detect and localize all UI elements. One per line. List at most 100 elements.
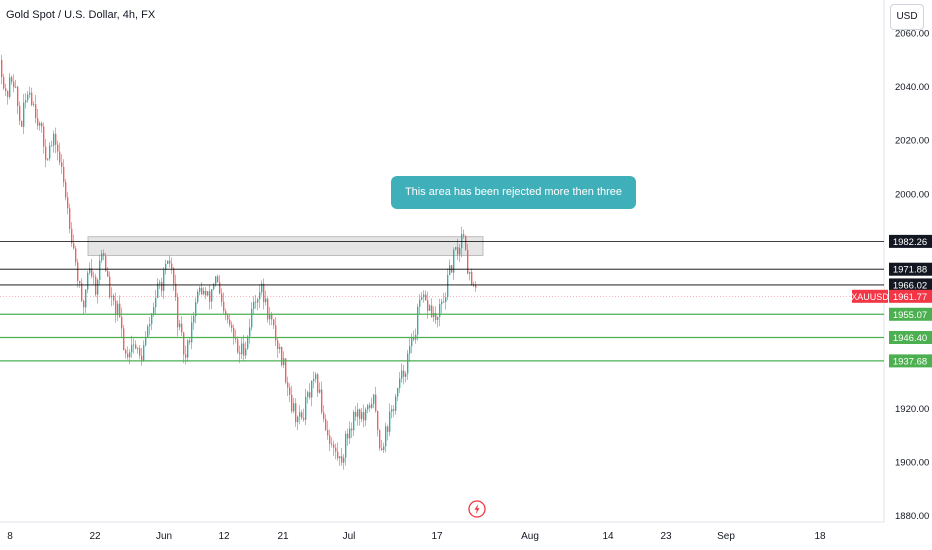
candle-body (321, 389, 323, 413)
y-axis-ticks: 1880.00 1900.00 1920.00 2000.00 2020.00 2040.… (895, 29, 929, 523)
x-tick-label: 12 (218, 531, 230, 542)
candle-body (219, 282, 221, 294)
candle-body (235, 337, 237, 340)
candle-body (281, 346, 283, 366)
candles-layer (1, 54, 477, 470)
candle-body (153, 307, 155, 314)
candle-body (133, 344, 135, 346)
candle-body (193, 315, 195, 323)
candle-body (307, 392, 309, 398)
price-levels-layer (0, 240, 884, 362)
x-tick-label: 8 (7, 531, 13, 542)
candle-body (41, 123, 43, 127)
candle-body (93, 276, 95, 278)
candle-body (345, 433, 347, 458)
candle-body (283, 358, 285, 366)
candle-body (399, 378, 401, 389)
x-tick-label: 23 (660, 531, 672, 542)
current-price-bg (889, 289, 932, 303)
candle-body (233, 327, 235, 338)
candle-body (195, 302, 197, 316)
candle-body (221, 293, 223, 302)
candle-body (403, 370, 405, 377)
candle-body (7, 91, 9, 97)
y-tick-label: 1920.00 (895, 404, 929, 415)
candle-body (251, 308, 253, 328)
candle-body (211, 289, 213, 302)
candle-body (137, 348, 139, 350)
candle-body (1, 59, 3, 78)
candle-body (341, 456, 343, 463)
candle-body (177, 296, 179, 328)
candle-body (169, 260, 171, 264)
candle-body (383, 446, 385, 451)
candle-body (423, 294, 425, 298)
candle-body (15, 86, 17, 88)
candle-body (409, 346, 411, 354)
candle-body (405, 373, 407, 377)
candle-body (441, 301, 443, 305)
candle-body (165, 263, 167, 271)
candle-body (69, 208, 71, 229)
candle-body (439, 304, 441, 317)
candle-body (285, 358, 287, 383)
candle-body (427, 300, 429, 311)
candle-body (305, 397, 307, 420)
candle-body (63, 166, 65, 183)
candle-body (91, 268, 93, 277)
candle-body (293, 403, 295, 412)
candle-body (83, 300, 85, 308)
x-tick-label: 21 (277, 531, 289, 542)
candle-body (189, 340, 191, 343)
candle-body (433, 312, 435, 318)
candle-body (367, 405, 369, 410)
candle-body (5, 88, 7, 92)
candle-body (421, 297, 423, 300)
candle-body (243, 343, 245, 356)
currency-button[interactable]: USD (890, 4, 924, 30)
candle-body (113, 295, 115, 301)
candle-body (127, 353, 129, 358)
candle-body (11, 77, 13, 82)
candle-body (291, 394, 293, 412)
candle-body (109, 276, 111, 298)
candle-body (23, 102, 25, 127)
candle-body (197, 291, 199, 303)
candle-body (31, 92, 33, 106)
candle-body (19, 105, 21, 121)
candle-body (453, 249, 455, 273)
candle-body (419, 299, 421, 307)
candle-body (357, 409, 359, 417)
candle-body (59, 151, 61, 163)
candle-body (55, 133, 57, 145)
candle-body (429, 305, 431, 311)
candle-body (455, 247, 457, 250)
candle-body (445, 297, 447, 303)
candle-body (67, 197, 69, 209)
candle-body (155, 297, 157, 308)
candle-body (365, 409, 367, 421)
candle-body (95, 276, 97, 295)
candle-body (115, 300, 117, 316)
annotation-callout[interactable]: This area has been rejected more then th… (391, 176, 636, 231)
resistance-price-label-3-bg (889, 278, 932, 292)
candle-body (217, 276, 219, 283)
candle-body (369, 405, 371, 408)
candle-body (299, 412, 301, 417)
candle-body (267, 298, 269, 320)
candle-body (145, 337, 147, 346)
candle-body (401, 370, 403, 379)
candle-body (253, 301, 255, 309)
candle-body (71, 228, 73, 244)
candle-body (259, 292, 261, 300)
candle-body (425, 294, 427, 301)
candle-body (347, 433, 349, 439)
support-price-label-3-bg (889, 354, 932, 368)
x-tick-label: Jun (156, 531, 172, 542)
candle-body (89, 268, 91, 273)
lightning-icon[interactable] (468, 500, 486, 518)
candle-body (25, 100, 27, 103)
candle-body (373, 394, 375, 404)
candle-body (151, 313, 153, 325)
